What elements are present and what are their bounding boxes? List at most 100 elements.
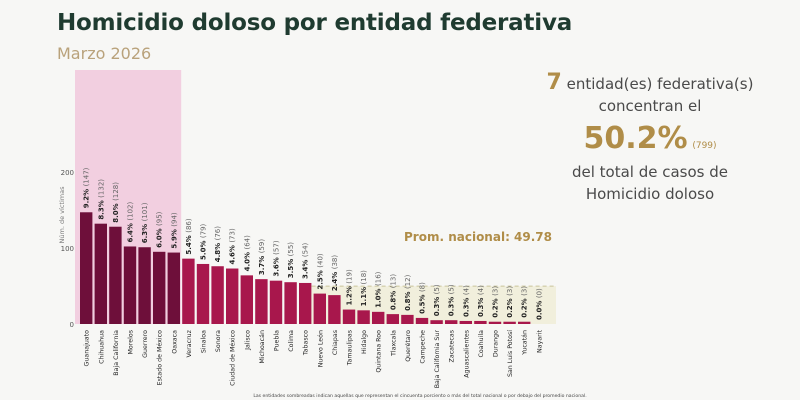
summary-count: 7 bbox=[546, 70, 562, 95]
bar-veracruz bbox=[182, 258, 195, 324]
x-tick-label: Estado de México bbox=[156, 330, 164, 385]
x-tick-label: Tabasco bbox=[303, 330, 310, 356]
average-label: Prom. nacional: 49.78 bbox=[404, 230, 552, 244]
page-title: Homicidio doloso por entidad federativa bbox=[57, 10, 573, 36]
x-tick-label: Chiapas bbox=[332, 330, 339, 355]
data-label: 9.2% (147) bbox=[83, 167, 91, 208]
summary-line4: Homicidio doloso bbox=[585, 185, 715, 203]
bar-baja-california-sur bbox=[430, 320, 443, 324]
data-label: 4.8% (76) bbox=[214, 226, 222, 262]
bar-baja-california bbox=[109, 226, 122, 324]
x-tick-label: Sinaloa bbox=[201, 330, 208, 353]
summary-panel: 7 entidad(es) federativa(s) concentran e… bbox=[520, 72, 780, 205]
x-tick-label: Guanajuato bbox=[84, 330, 91, 367]
data-label: 4.0% (64) bbox=[243, 235, 251, 271]
data-label: 4.6% (73) bbox=[229, 228, 237, 264]
bar-michoacán bbox=[255, 279, 268, 324]
data-label: 0.2% (3) bbox=[492, 286, 500, 318]
data-label: 6.3% (101) bbox=[141, 202, 149, 243]
bar-coahuila bbox=[474, 320, 487, 324]
x-tick-label: Guerrero bbox=[142, 330, 149, 358]
data-label: 5.9% (94) bbox=[170, 212, 178, 248]
bar-guerrero bbox=[138, 247, 151, 324]
data-label: 1.1% (18) bbox=[360, 270, 368, 306]
bar-tlaxcala bbox=[386, 314, 399, 324]
x-tick-label: Zacatecas bbox=[449, 330, 456, 362]
bar-jalisco bbox=[240, 275, 253, 324]
data-label: 0.3% (4) bbox=[462, 285, 470, 317]
data-label: 8.0% (128) bbox=[112, 182, 120, 223]
footnote: Las entidades sombreadas indican aquella… bbox=[253, 392, 586, 399]
x-tick-label: Yucatán bbox=[521, 330, 529, 356]
summary-line3: del total de casos de bbox=[571, 163, 729, 181]
bar-ciudad-de-méxico bbox=[226, 268, 239, 324]
data-label: 6.4% (102) bbox=[127, 202, 135, 243]
summary-percent: 50.2% bbox=[583, 121, 688, 156]
x-tick-label: Veracruz bbox=[186, 329, 193, 357]
x-tick-label: Ciudad de México bbox=[229, 330, 237, 386]
data-label: 0.3% (5) bbox=[433, 284, 441, 316]
summary-cases: (799) bbox=[692, 141, 717, 151]
data-label: 1.2% (19) bbox=[346, 269, 354, 305]
data-label: 3.5% (55) bbox=[287, 242, 295, 278]
bar-sonora bbox=[211, 266, 224, 324]
x-tick-label: Hidalgo bbox=[361, 330, 368, 354]
x-tick-label: Chihuahua bbox=[98, 330, 105, 364]
page-subtitle: Marzo 2026 bbox=[57, 44, 152, 63]
bar-estado-de-méxico bbox=[153, 251, 166, 324]
data-label: 0.8% (13) bbox=[389, 274, 397, 310]
bar-chihuahua bbox=[94, 223, 107, 324]
x-tick-label: Nayarit bbox=[536, 329, 543, 352]
bar-chiapas bbox=[328, 295, 341, 324]
x-tick-label: San Luis Potosí bbox=[506, 330, 514, 377]
bar-durango bbox=[488, 321, 502, 324]
data-label: 8.3% (132) bbox=[97, 179, 105, 220]
x-tick-label: Puebla bbox=[274, 330, 281, 351]
data-label: 1.0% (16) bbox=[375, 271, 383, 307]
bar-guanajuato bbox=[80, 212, 93, 324]
x-tick-label: Tlaxcala bbox=[390, 330, 397, 357]
data-label: 0.5% (8) bbox=[419, 282, 427, 314]
data-label: 3.6% (57) bbox=[273, 240, 281, 276]
data-label: 3.7% (59) bbox=[258, 239, 266, 275]
y-tick-label: 0 bbox=[70, 321, 74, 329]
bar-zacatecas bbox=[445, 320, 458, 324]
bar-colima bbox=[284, 282, 297, 324]
data-label: 6.0% (95) bbox=[156, 211, 164, 247]
x-tick-label: Campeche bbox=[420, 330, 427, 364]
bar-aguascalientes bbox=[459, 320, 472, 324]
bar-querétaro bbox=[401, 314, 414, 324]
y-tick-label: 100 bbox=[61, 245, 74, 253]
x-tick-label: Quintana Roo bbox=[376, 330, 383, 373]
x-tick-label: Baja California bbox=[113, 330, 120, 376]
x-tick-label: Aguascalientes bbox=[463, 330, 470, 378]
x-tick-label: Querétaro bbox=[404, 330, 412, 362]
x-tick-label: Morelos bbox=[128, 330, 135, 355]
summary-line2: concentran el bbox=[598, 97, 702, 115]
data-label: 0.8% (12) bbox=[404, 274, 412, 310]
y-axis-label: Núm. de víctimas bbox=[58, 186, 66, 244]
bar-nuevo-león bbox=[313, 293, 326, 324]
x-tick-label: Baja California Sur bbox=[434, 330, 441, 389]
bar-campeche bbox=[415, 317, 429, 324]
bar-tamaulipas bbox=[342, 309, 356, 324]
x-tick-label: Coahuila bbox=[478, 330, 485, 358]
bar-quintana-roo bbox=[372, 311, 385, 324]
x-tick-label: Jalisco bbox=[244, 330, 251, 351]
bar-yucatán bbox=[518, 321, 531, 324]
data-label: 0.2% (3) bbox=[521, 286, 529, 318]
bar-puebla bbox=[269, 280, 283, 324]
data-label: 2.4% (38) bbox=[331, 255, 339, 291]
x-tick-label: Tamaulipas bbox=[347, 330, 354, 366]
data-label: 0.3% (5) bbox=[448, 284, 456, 316]
data-label: 0.3% (4) bbox=[477, 285, 485, 317]
x-tick-label: Durango bbox=[493, 330, 500, 357]
bar-hidalgo bbox=[357, 310, 370, 324]
x-tick-label: Michoacán bbox=[258, 330, 266, 364]
bar-san-luis-potosí bbox=[503, 321, 516, 324]
x-tick-label: Colima bbox=[288, 330, 295, 352]
data-label: 2.5% (40) bbox=[316, 253, 324, 289]
data-label: 5.4% (86) bbox=[185, 218, 193, 254]
bar-morelos bbox=[123, 246, 137, 324]
